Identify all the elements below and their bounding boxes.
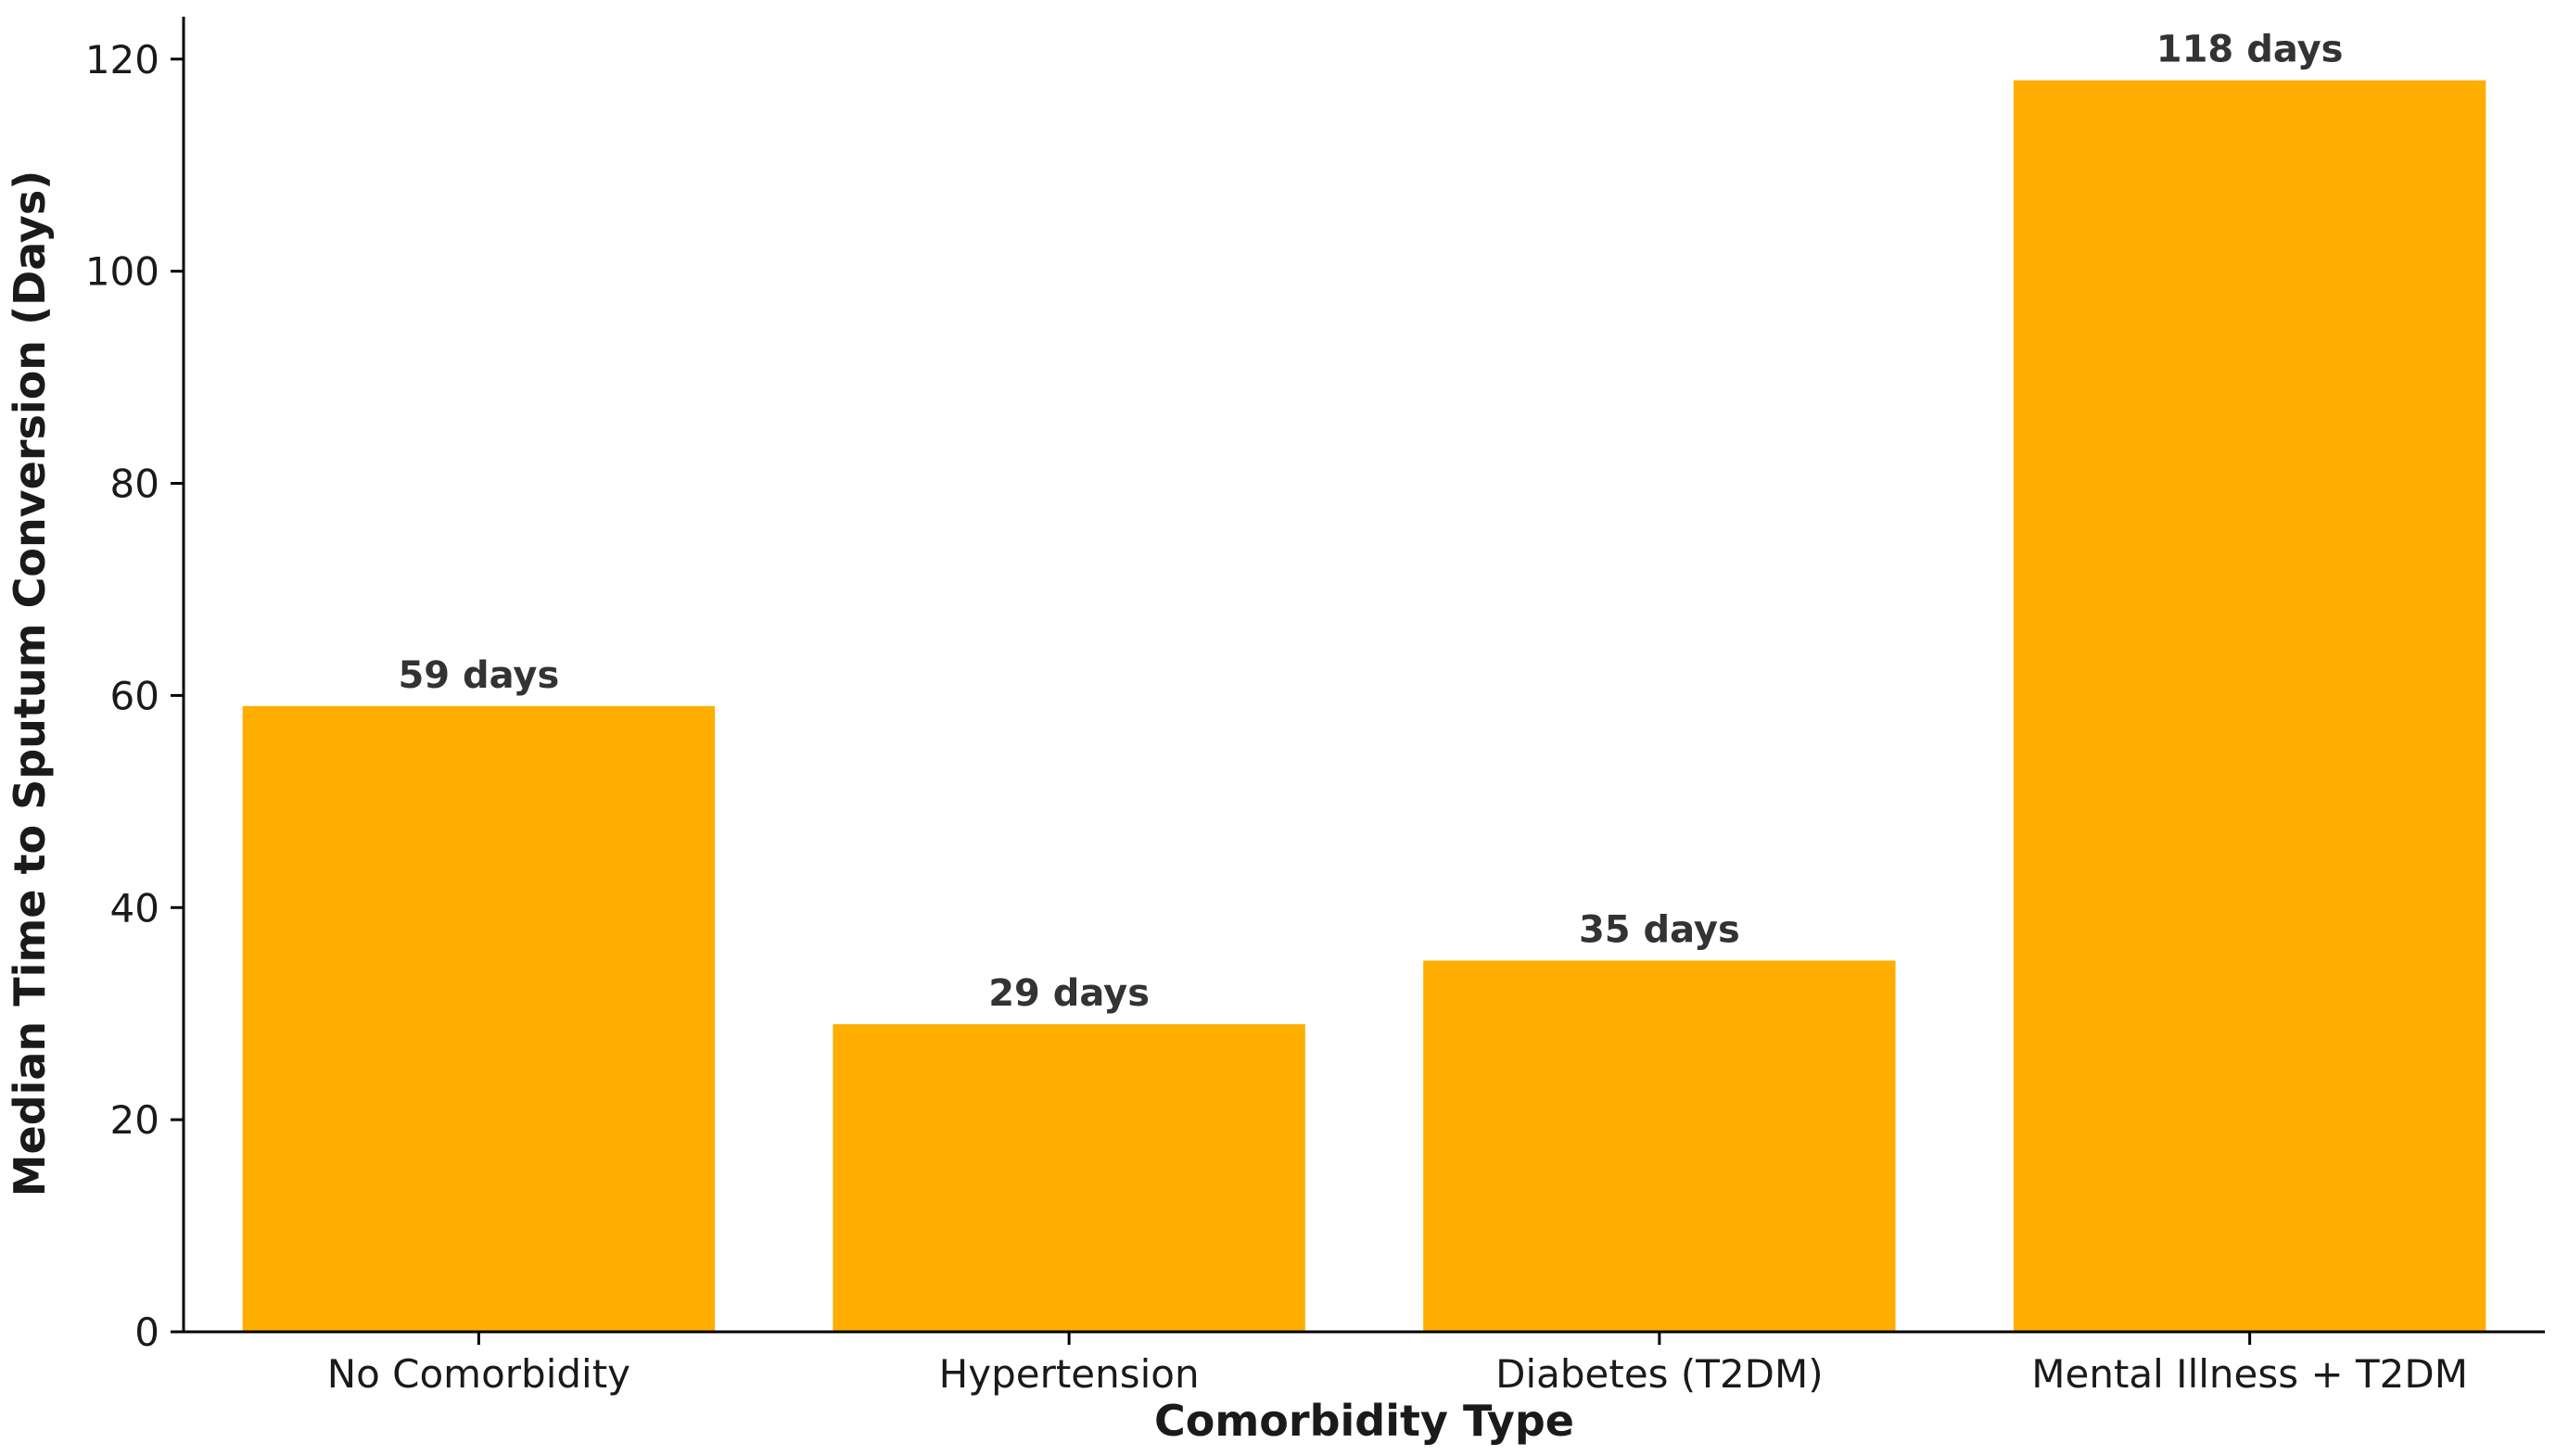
bar-data-label: 59 days	[398, 654, 559, 697]
x-ticks-layer: No Comorbidity Hypertension Diabetes (T2DM…	[327, 1332, 2468, 1397]
bar-2	[1423, 960, 1896, 1332]
bar-data-label: 29 days	[988, 972, 1150, 1015]
x-tick-label: Diabetes (T2DM)	[1495, 1351, 1824, 1397]
axes-layer	[182, 17, 2545, 1334]
bar-0	[242, 705, 716, 1332]
y-axis-title: Median Time to Sputum Conversion (Days)	[5, 171, 55, 1197]
y-ticks-layer: 0 20 40 60 80 100 120	[85, 37, 184, 1355]
x-tick-label: Hypertension	[939, 1351, 1200, 1397]
y-tick-label: 20	[110, 1097, 159, 1143]
x-tick-label: No Comorbidity	[327, 1351, 630, 1397]
bars-layer	[242, 80, 2486, 1333]
bar-1	[833, 1024, 1305, 1332]
x-tick-label: Mental Illness + T2DM	[2031, 1351, 2468, 1397]
y-tick-label: 0	[134, 1310, 159, 1355]
y-tick-label: 80	[110, 462, 159, 507]
y-tick-label: 60	[110, 673, 159, 718]
bar-data-label: 35 days	[1579, 908, 1740, 951]
y-tick-label: 100	[85, 249, 159, 295]
bar-3	[2013, 80, 2486, 1333]
data-labels-layer: 59 days 29 days 35 days 118 days	[398, 29, 2343, 1015]
y-tick-label: 120	[85, 37, 159, 82]
x-axis-title: Comorbidity Type	[1154, 1396, 1574, 1446]
bar-data-label: 118 days	[2156, 29, 2344, 71]
y-tick-label: 40	[110, 885, 159, 931]
